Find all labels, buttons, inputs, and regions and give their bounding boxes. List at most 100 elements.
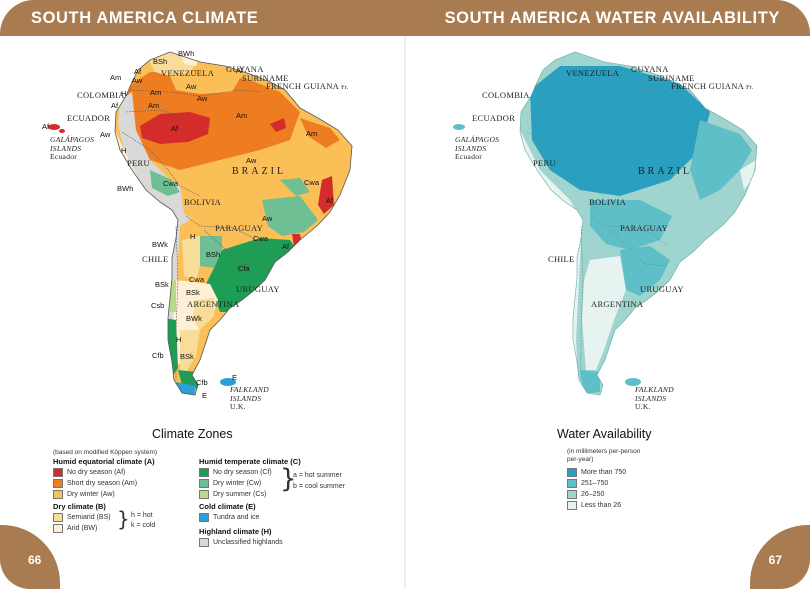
falkland-island [625,378,641,386]
label-bolivia: BOLIVIA [589,197,627,207]
legend-brace: } [280,464,297,494]
zone-code: Cfb [196,378,208,387]
legend-item: 251–750 [567,479,608,488]
legend-item: Semiarid (BS) [53,513,111,522]
zone-code: Cfb [152,351,164,360]
zone-code: BSk [180,352,194,361]
label-ecuador: ECUADOR [472,113,516,123]
zone-code: Aw [186,82,197,91]
legend-item: Less than 26 [567,501,621,510]
zone-code: Am [306,129,318,138]
zone-code: BWh [117,184,134,193]
zone-code: E [202,391,208,400]
legend-item: Arid (BW) [53,524,97,533]
legend-swatch [199,479,209,488]
legend-swatch [53,513,63,522]
label-uruguay: URUGUAY [640,284,684,294]
water-legend-title: Water Availability [557,427,652,441]
legend-swatch [53,524,63,533]
zone-code: Af [171,124,179,133]
label-french-guiana: FRENCH GUIANA Fr. [266,81,349,91]
climate-map [48,51,353,396]
zone-code: BSh [153,57,168,66]
falkland-island [220,378,236,386]
climate-legend-subtitle: (based on modified Köppen system) [53,449,158,456]
legend-item: Short dry season (Am) [53,479,137,488]
zone-code: Cwa [163,179,179,188]
legend-swatch [53,468,63,477]
zone-code: Af [236,66,244,75]
zone-code: BWk [186,314,202,323]
zone-code: BWh [178,49,195,58]
zone-code: H [121,89,127,98]
legend-group-heading: Humid equatorial climate (A) [53,457,155,466]
zone-code: BSk [186,288,200,297]
legend-item: Dry summer (Cs) [199,490,266,499]
legend-swatch [567,479,577,488]
label-venezuela: VENEZUELA [161,68,215,78]
label-argentina: ARGENTINA [187,299,240,309]
zone-code: Af [326,196,334,205]
zone-code: E [232,373,238,382]
header-bar: SOUTH AMERICA CLIMATE SOUTH AMERICA WATE… [0,0,810,36]
label-suriname: SURINAME [242,73,289,83]
legend-item: No dry season (Cf) [199,468,272,477]
zone-code: Am [236,111,248,120]
zone-code: Aw [132,76,143,85]
legend-item: Dry winter (Cw) [199,479,261,488]
zone-code: Aw [262,214,273,223]
label-brazil: BRAZIL [232,166,287,177]
zone-code: Af [42,122,50,131]
zone-code: BSh [206,250,221,259]
label-chile: CHILE [142,254,169,264]
label-guyana: GUYANA [631,64,669,74]
water-availability-map [453,51,758,396]
zone-code: BWk [152,240,168,249]
legend-item: No dry season (Af) [53,468,125,477]
zone-code: Am [150,88,162,97]
legend-item: Dry winter (Aw) [53,490,115,499]
legend-note: b = cool summer [293,483,345,490]
label-peru: PERU [533,158,556,168]
right-page-title: SOUTH AMERICA WATER AVAILABILITY [444,9,780,27]
zone-code: Cwa [253,234,269,243]
legend-swatch [53,490,63,499]
legend-swatch [199,513,209,522]
galapagos-island [48,124,60,130]
legend-note: a = hot summer [293,472,342,479]
zone-code: Af [282,242,290,251]
label-uruguay: URUGUAY [236,284,280,294]
legend-swatch [567,501,577,510]
zone-code: Am [110,73,122,82]
legend-item: Tundra and ice [199,513,259,522]
zone-code: H [121,146,127,155]
legend-swatch [199,538,209,547]
legend-note: k = cold [131,522,156,529]
label-bolivia: BOLIVIA [184,197,222,207]
zone-code: Am [148,101,160,110]
galapagos-island [453,124,465,130]
label-colombia: COLOMBIA [482,90,530,100]
label-paraguay: PARAGUAY [620,223,669,233]
label-chile: CHILE [548,254,575,264]
label-falkland: FALKLAND ISLANDS U.K. [635,385,674,411]
label-galapagos: GALÁPAGOS ISLANDS Ecuador [455,135,500,161]
label-falkland: FALKLAND ISLANDS U.K. [230,385,269,411]
book-gutter [404,36,406,589]
right-page-number: 67 [768,553,782,567]
legend-group-heading: Humid temperate climate (C) [199,457,301,466]
left-page-number: 66 [28,553,42,567]
label-peru: PERU [127,158,150,168]
legend-item: More than 750 [567,468,626,477]
zone-code: Aw [246,156,257,165]
zone-code: Csb [151,301,165,310]
zone-code: Aw [197,94,208,103]
legend-note: h = hot [131,512,153,519]
zone-code: Cfa [238,264,250,273]
zone-code: Cwa [189,275,205,284]
climate-legend-title: Climate Zones [152,427,233,441]
label-argentina: ARGENTINA [591,299,644,309]
legend-item: Unclassified highlands [199,538,283,547]
zone-code: H [176,335,182,344]
label-venezuela: VENEZUELA [566,68,620,78]
